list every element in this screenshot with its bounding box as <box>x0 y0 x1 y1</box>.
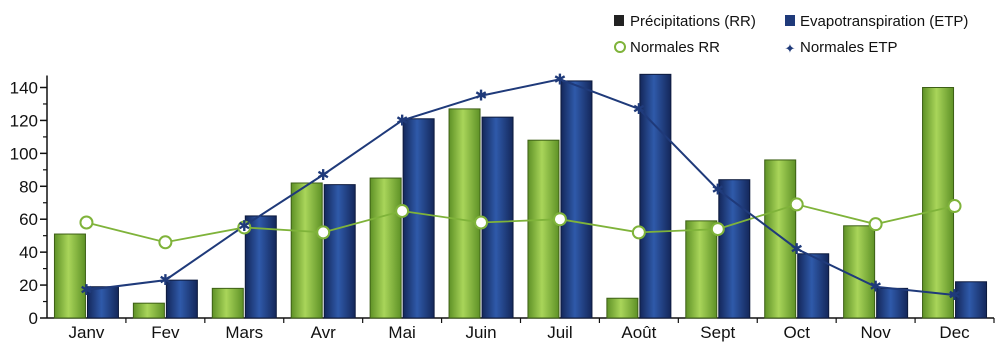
bar-etp-4 <box>402 118 435 319</box>
point-normales-etp-3: ✱ <box>317 167 330 184</box>
x-tick-label-7: Août <box>621 323 656 342</box>
bar-etp-2 <box>244 215 277 319</box>
point-normales-rr-11 <box>947 199 962 214</box>
point-normales-etp-9: ✱ <box>790 241 803 258</box>
plot-area: 0 20 40 60 80 100 120 140 Janv Fev Mars Avr Mai Juin J… <box>10 71 995 342</box>
bar-precipitations-6 <box>527 139 560 319</box>
bar-precipitations-9 <box>764 159 797 319</box>
legend-marker-normales-etp: ✦ <box>785 41 796 56</box>
y-tick-label-140: 140 <box>10 79 38 98</box>
point-normales-etp-7: ✱ <box>633 101 646 118</box>
point-normales-rr-6 <box>552 212 567 227</box>
x-tick-label-9: Oct <box>783 323 810 342</box>
point-normales-rr-10 <box>868 217 883 232</box>
legend: Précipitations (RR) Evapotranspiration (… <box>614 13 968 56</box>
legend-swatch-etp <box>785 15 795 26</box>
bar-etp-9 <box>797 253 830 319</box>
point-normales-rr-0 <box>79 215 94 230</box>
y-tick-label-80: 80 <box>19 177 38 196</box>
point-normales-rr-2 <box>237 220 252 235</box>
x-tick-label-2: Mars <box>225 323 263 342</box>
bar-precipitations-5 <box>448 108 481 319</box>
bar-precipitations-8 <box>685 220 718 319</box>
bar-precipitations-10 <box>843 225 876 319</box>
legend-marker-normales-rr <box>614 41 626 53</box>
bar-etp-0 <box>86 286 119 319</box>
x-tick-label-5: Juin <box>465 323 496 342</box>
point-normales-rr-5 <box>474 215 489 230</box>
line-normales-etp <box>86 78 955 296</box>
point-normales-etp-6: ✱ <box>554 71 567 88</box>
legend-label-etp: Evapotranspiration (ETP) <box>800 13 968 30</box>
point-normales-etp-5: ✱ <box>475 88 488 105</box>
point-normales-etp-8: ✱ <box>712 182 725 199</box>
point-normales-etp-1: ✱ <box>159 272 172 289</box>
x-tick-label-0: Janv <box>68 323 104 342</box>
bar-precipitations-1 <box>132 302 165 319</box>
bar-precipitations-4 <box>369 177 402 319</box>
point-normales-etp-2: ✱ <box>238 218 251 235</box>
y-tick-label-100: 100 <box>10 144 38 163</box>
point-normales-rr-9 <box>789 197 804 212</box>
point-normales-etp-4: ✱ <box>396 112 409 129</box>
x-tick-label-4: Mai <box>388 323 415 342</box>
x-tick-label-11: Dec <box>939 323 970 342</box>
bar-precipitations-7 <box>606 297 639 319</box>
point-normales-rr-8 <box>710 222 725 237</box>
point-normales-etp-10: ✱ <box>869 279 882 296</box>
line-normales-rr <box>86 203 955 244</box>
point-normales-etp-0: ✱ <box>80 282 93 299</box>
point-normales-rr-3 <box>316 225 331 240</box>
legend-swatch-precipitations <box>614 15 624 26</box>
legend-label-normales-etp: Normales ETP <box>800 39 898 56</box>
bar-etp-11 <box>955 281 988 319</box>
point-normales-rr-7 <box>631 225 646 240</box>
legend-label-normales-rr: Normales RR <box>630 39 720 56</box>
x-tick-label-3: Avr <box>311 323 337 342</box>
bar-precipitations-3 <box>290 182 323 319</box>
point-normales-etp-11: ✱ <box>948 287 961 304</box>
point-normales-rr-4 <box>395 203 410 218</box>
bar-etp-10 <box>876 287 909 319</box>
bar-etp-5 <box>481 116 514 319</box>
x-tick-label-8: Sept <box>700 323 735 342</box>
y-tick-label-120: 120 <box>10 111 38 130</box>
bar-precipitations-2 <box>211 287 244 319</box>
y-tick-label-40: 40 <box>19 243 38 262</box>
legend-label-precipitations: Précipitations (RR) <box>630 13 756 30</box>
bar-precipitations-0 <box>53 233 86 319</box>
bar-etp-3 <box>323 184 356 319</box>
x-tick-label-10: Nov <box>861 323 892 342</box>
y-tick-label-60: 60 <box>19 210 38 229</box>
bar-etp-8 <box>718 179 751 319</box>
y-tick-label-0: 0 <box>29 309 38 328</box>
bar-etp-1 <box>165 279 198 319</box>
x-tick-label-6: Juil <box>547 323 573 342</box>
point-normales-rr-1 <box>158 235 173 250</box>
x-tick-label-1: Fev <box>151 323 180 342</box>
bar-etp-6 <box>560 80 593 319</box>
y-tick-label-20: 20 <box>19 276 38 295</box>
